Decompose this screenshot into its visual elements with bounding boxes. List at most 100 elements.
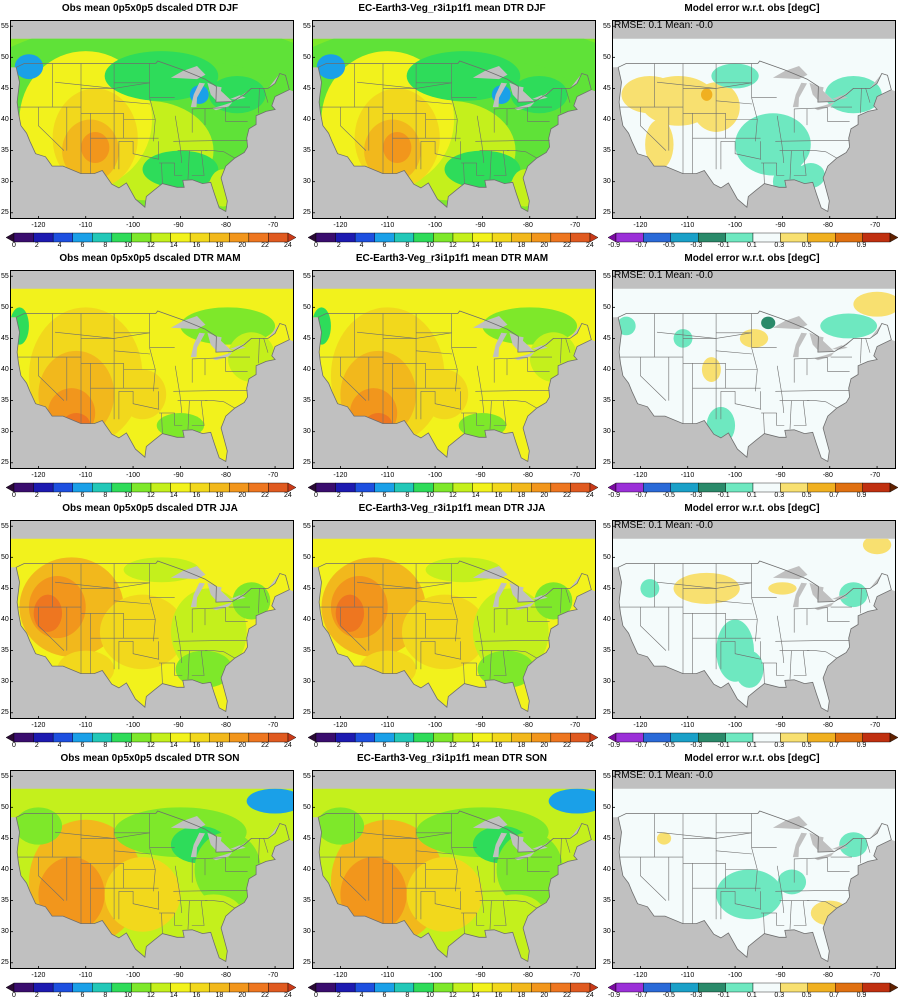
map-panel-djf-model: EC-Earth3-Veg_r3i1p1f1 mean DTR DJF 25 30 3…	[302, 0, 602, 250]
lon-tick-label: -80	[522, 972, 533, 979]
colorbar-swatch	[374, 232, 395, 243]
state-boundary	[493, 150, 507, 176]
state-boundary	[794, 607, 828, 610]
country-outline	[15, 560, 290, 713]
colorbar-swatch	[697, 982, 726, 993]
lat-tick-label: 55	[303, 272, 311, 280]
lon-tick-label: -120	[333, 722, 348, 729]
field-shading	[839, 582, 868, 608]
field-shading	[444, 150, 521, 188]
colorbar-label: -0.9	[608, 742, 621, 749]
lon-tick-label: -90	[173, 972, 184, 979]
lake	[792, 332, 807, 358]
colorbar-label: 0	[12, 242, 16, 249]
colorbar-swatch	[589, 732, 599, 743]
colorbar-swatch	[643, 982, 672, 993]
colorbar-label: 18	[215, 992, 224, 999]
lat-tick-label: 40	[603, 366, 611, 373]
state-boundary	[494, 857, 528, 860]
colorbar-swatch	[752, 232, 781, 243]
field-shading	[477, 650, 535, 688]
lat-tick-label: 50	[603, 303, 611, 311]
lat-tick-label: 55	[1, 772, 9, 780]
lat-tick-label: 50	[1, 553, 9, 561]
lat-tick-label: 55	[1, 272, 9, 280]
state-boundary	[751, 813, 758, 892]
lake	[190, 832, 205, 858]
colorbar-label: 24	[284, 742, 292, 749]
state-boundary	[114, 100, 151, 105]
colorbar-swatch	[52, 232, 73, 243]
colorbar-label: 18	[517, 242, 526, 249]
state-boundary	[476, 865, 485, 914]
colorbar-label: 0.1	[747, 992, 757, 999]
colorbar-label: 22	[261, 492, 269, 499]
state-boundary	[263, 88, 269, 103]
colorbar-swatch	[335, 982, 356, 993]
lat-tick-label: 45	[303, 834, 311, 842]
map-panel-son-error: Model error w.r.t. obs [degC] 25 30 35 40 45 5…	[602, 750, 900, 1000]
lake	[509, 332, 524, 351]
lon-tick-label: -110	[380, 472, 395, 479]
state-boundary	[640, 107, 667, 151]
state-boundary	[789, 650, 792, 680]
colorbar-swatch	[72, 232, 93, 243]
colorbar-label: -0.3	[690, 992, 703, 999]
state-boundary	[451, 313, 458, 392]
lat-tick-label: 50	[1, 803, 9, 811]
state-boundary	[161, 912, 163, 934]
colorbar-swatch	[335, 732, 356, 743]
colorbar-swatch	[229, 232, 250, 243]
colorbar-swatch	[615, 482, 644, 493]
colorbar-swatch	[889, 232, 899, 243]
state-boundary	[489, 150, 492, 180]
state-boundary	[793, 400, 807, 426]
colorbar-swatch	[550, 232, 571, 243]
lat-tick-label: 45	[603, 834, 611, 842]
state-boundary	[463, 662, 465, 684]
colorbar-swatch	[374, 982, 395, 993]
lon-tick-label: -110	[680, 972, 695, 979]
state-boundary	[734, 891, 762, 910]
state-boundary	[793, 900, 807, 926]
colorbar-swatch	[248, 482, 269, 493]
state-boundary	[149, 63, 156, 142]
state-boundary	[173, 640, 248, 642]
panel-title: EC-Earth3-Veg_r3i1p1f1 mean DTR JJA	[358, 503, 546, 514]
colorbar-label: 24	[586, 492, 594, 499]
lat-tick-label: 55	[603, 272, 611, 280]
state-boundary	[114, 600, 151, 605]
colorbar-label: 2	[336, 492, 341, 499]
state-boundary	[258, 338, 260, 364]
colorbar-label: 2	[34, 492, 39, 499]
colorbar-label: 0.3	[774, 742, 785, 749]
colorbar-swatch	[491, 232, 512, 243]
colorbar-label: 14	[169, 742, 178, 749]
colorbar-swatch	[248, 732, 269, 743]
state-boundary	[763, 412, 765, 434]
colorbar-label: 24	[284, 492, 292, 499]
state-boundary	[132, 891, 160, 910]
state-boundary	[475, 140, 550, 142]
colorbar-swatch	[209, 732, 230, 743]
panel-title: Model error w.r.t. obs [degC]	[684, 253, 820, 264]
lat-tick-label: 35	[603, 897, 611, 905]
colorbar-swatch	[531, 982, 552, 993]
colorbar-label: 10	[426, 242, 434, 249]
colorbar-swatch	[531, 482, 552, 493]
colorbar-swatch	[150, 732, 171, 743]
colorbar-label: 12	[147, 992, 155, 999]
field-shading	[711, 63, 759, 89]
colorbar-swatch	[531, 732, 552, 743]
state-boundary	[192, 607, 226, 610]
colorbar-swatch	[354, 232, 375, 243]
field-shading	[118, 369, 167, 420]
colorbar-swatch	[268, 482, 289, 493]
map-panel-jja-error: Model error w.r.t. obs [degC] 25 30 35 40 45 5…	[602, 500, 900, 750]
colorbar	[607, 232, 899, 243]
state-boundary	[716, 350, 753, 355]
colorbar-swatch	[752, 482, 781, 493]
state-boundary	[776, 913, 785, 926]
field-shading	[232, 582, 271, 620]
field-shading	[496, 832, 563, 907]
